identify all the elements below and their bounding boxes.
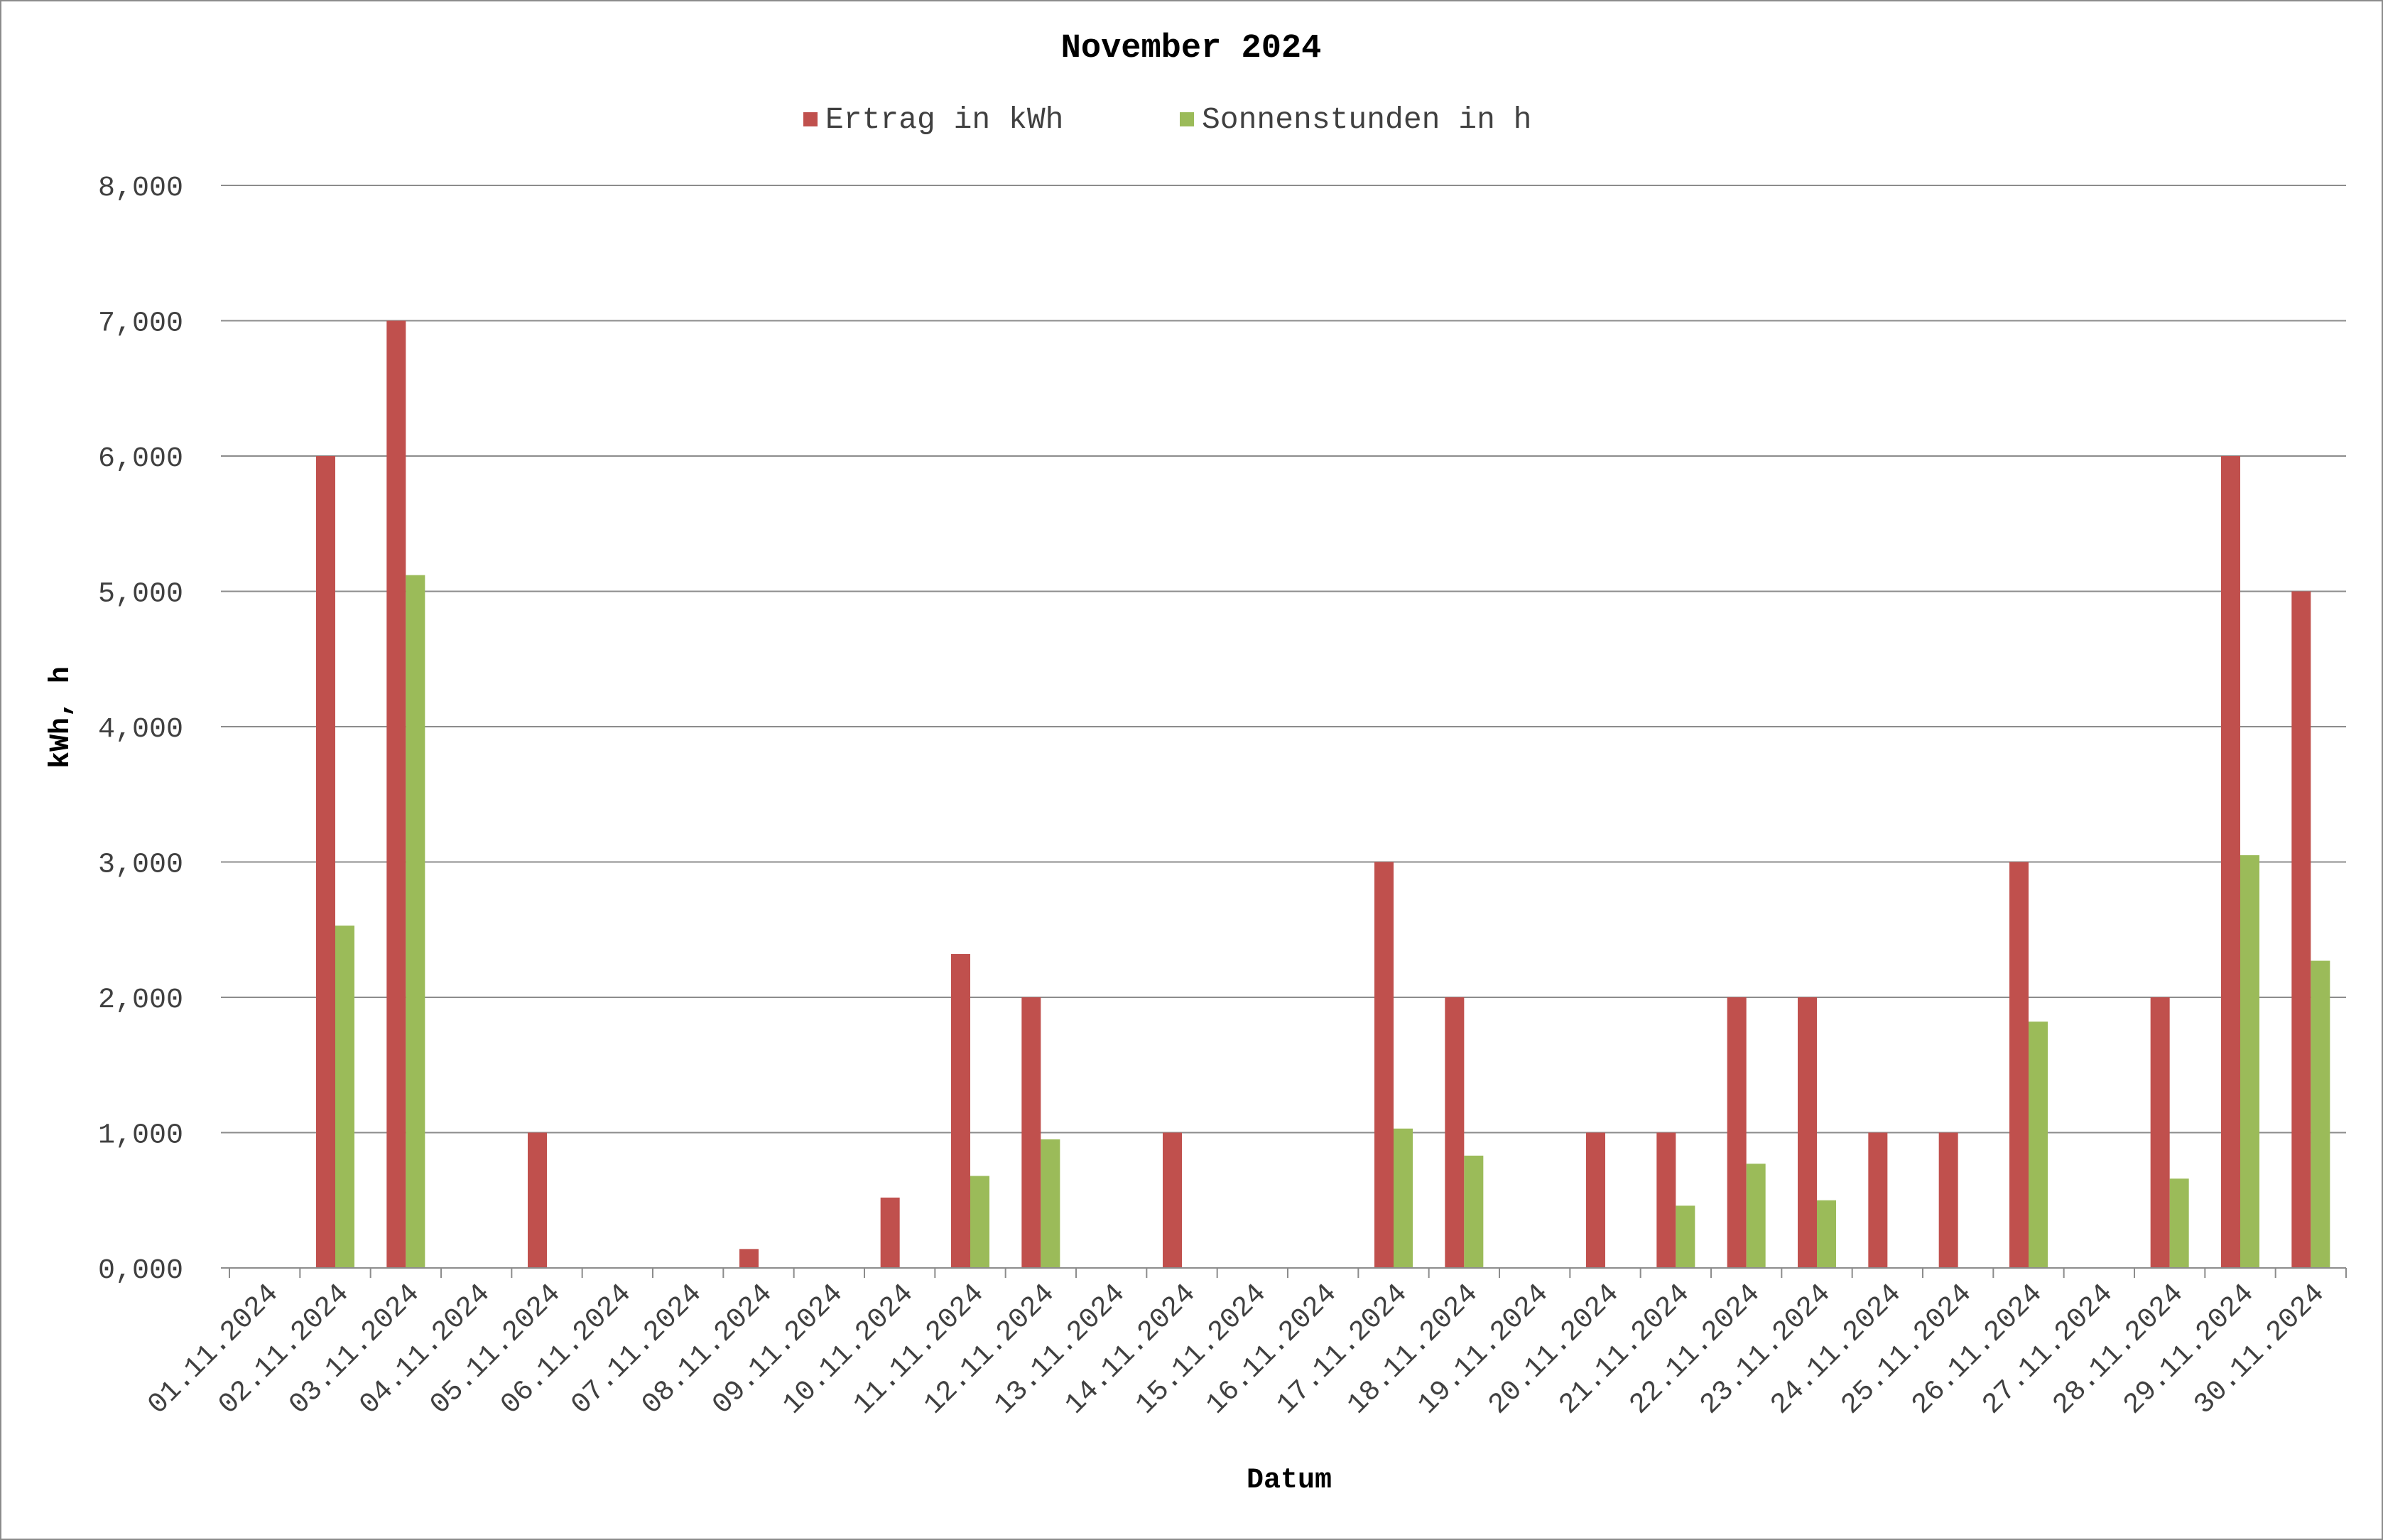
y-axis-title: kWh, h [45,666,77,769]
bar-ertrag [1374,862,1394,1268]
bar-sonnenstunden [1464,1155,1484,1268]
legend-swatch-sonnenstunden [1180,112,1194,126]
x-axis [229,1267,2347,1278]
chart-title: November 2024 [1061,30,1322,67]
legend-swatch-ertrag [803,112,818,126]
bar-sonnenstunden [1676,1205,1695,1268]
bar-sonnenstunden [1041,1139,1060,1268]
bars [316,320,2330,1268]
y-tick-label: 2,000 [98,985,183,1016]
bar-ertrag [880,1197,900,1268]
bar-ertrag [1163,1132,1182,1268]
x-axis-title: Datum [1247,1465,1332,1497]
legend-label-ertrag: Ertrag in kWh [825,102,1063,137]
bar-ertrag [1938,1132,1958,1268]
bar-ertrag [1868,1132,1888,1268]
bar-ertrag [2221,456,2240,1268]
bar-ertrag [1586,1132,1605,1268]
bar-ertrag [528,1132,547,1268]
bar-ertrag [951,954,970,1268]
bar-ertrag [2150,997,2170,1268]
bar-ertrag [1798,997,1817,1268]
y-tick-labels: 0,000 1,000 2,000 3,000 4,000 5,000 6,000 7,000… [98,173,183,1287]
bar-ertrag [1727,997,1747,1268]
bar-ertrag [739,1249,759,1268]
x-tick-labels: 01.11.202402.11.202403.11.202404.11.2024… [142,1278,2331,1421]
bar-ertrag [2009,862,2029,1268]
bar-sonnenstunden [1394,1128,1413,1268]
legend: Ertrag in kWh Sonnenstunden in h [803,102,1531,137]
bar-ertrag [1656,1132,1676,1268]
y-tick-label: 7,000 [98,308,183,340]
bar-ertrag [1021,997,1041,1268]
y-tick-label: 4,000 [98,714,183,746]
bar-sonnenstunden [335,926,354,1268]
bar-sonnenstunden [2029,1021,2048,1268]
y-tick-label: 1,000 [98,1120,183,1152]
bar-ertrag [386,320,406,1268]
bar-ertrag [316,456,335,1268]
bar-sonnenstunden [1817,1200,1836,1268]
y-tick-label: 8,000 [98,173,183,205]
bar-ertrag [2291,591,2311,1268]
bar-sonnenstunden [1746,1164,1766,1268]
bar-sonnenstunden [2240,855,2259,1268]
bar-sonnenstunden [406,575,425,1268]
legend-label-sonnenstunden: Sonnenstunden in h [1202,102,1531,137]
y-tick-label: 5,000 [98,579,183,611]
y-tick-label: 0,000 [98,1255,183,1287]
y-tick-label: 6,000 [98,443,183,475]
bar-sonnenstunden [970,1176,989,1268]
bar-ertrag [1445,997,1465,1268]
bar-sonnenstunden [2311,960,2330,1268]
bar-sonnenstunden [2169,1178,2189,1268]
y-tick-label: 3,000 [98,850,183,882]
